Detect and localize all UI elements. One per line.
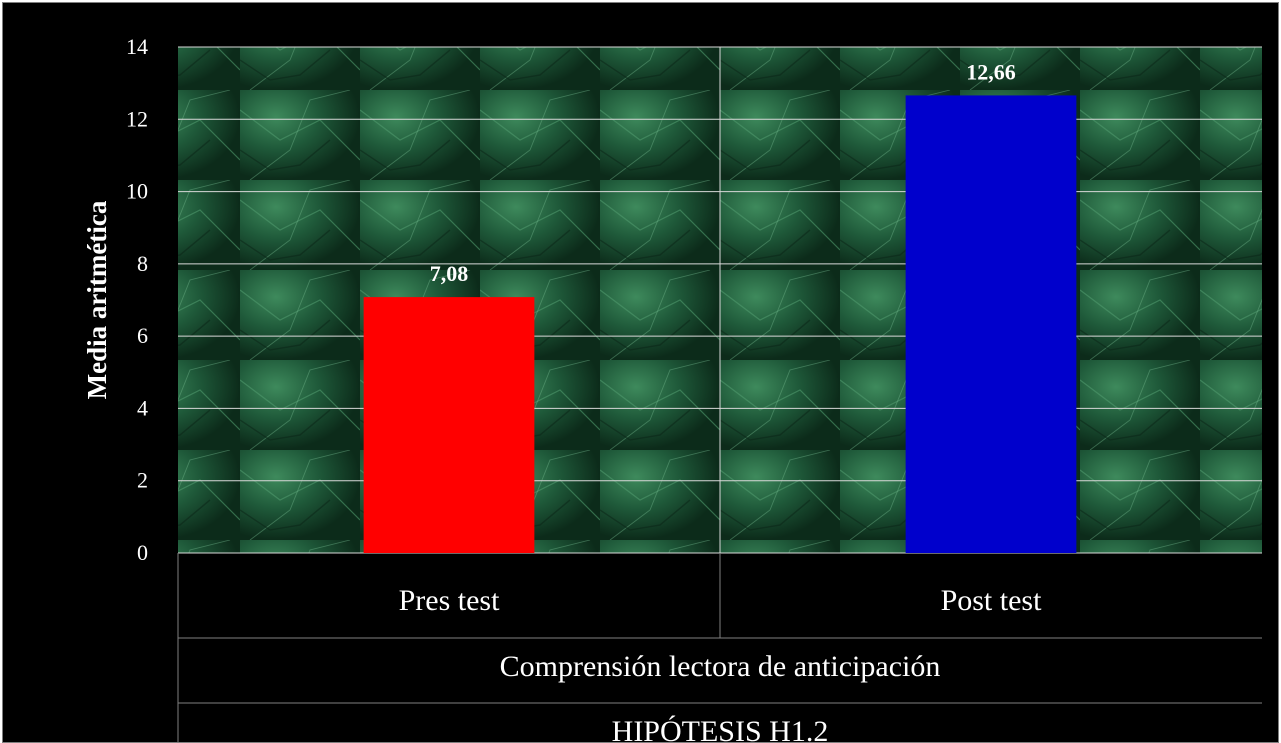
y-tick-label: 0	[137, 540, 148, 565]
y-axis-ticks: 0 2 4 6 8 10 12 14	[126, 34, 148, 565]
bar-pres-test	[363, 297, 535, 553]
x-category-label: Pres test	[399, 584, 500, 617]
bar-post-test	[905, 95, 1077, 553]
y-tick-label: 2	[137, 468, 148, 493]
y-tick-label: 12	[126, 106, 148, 131]
y-tick-label: 10	[126, 179, 148, 204]
data-label: 7,08	[430, 261, 469, 286]
data-labels: 7,08 12,66	[430, 59, 1016, 286]
x-axis-label-2: HIPÓTESIS H1.2	[612, 715, 829, 743]
y-tick-label: 8	[137, 251, 148, 276]
x-axis-label: Comprensión lectora de anticipación	[500, 650, 941, 683]
bars	[363, 95, 1077, 553]
y-tick-label: 6	[137, 323, 148, 348]
data-label: 12,66	[966, 59, 1016, 84]
gridlines	[178, 46, 1262, 554]
x-category-label: Post test	[941, 584, 1043, 617]
y-tick-label: 4	[137, 395, 148, 420]
x-axis-table: Pres test Post test	[177, 553, 1262, 743]
y-tick-label: 14	[126, 34, 148, 59]
y-axis-label: Media aritmética	[82, 200, 112, 399]
